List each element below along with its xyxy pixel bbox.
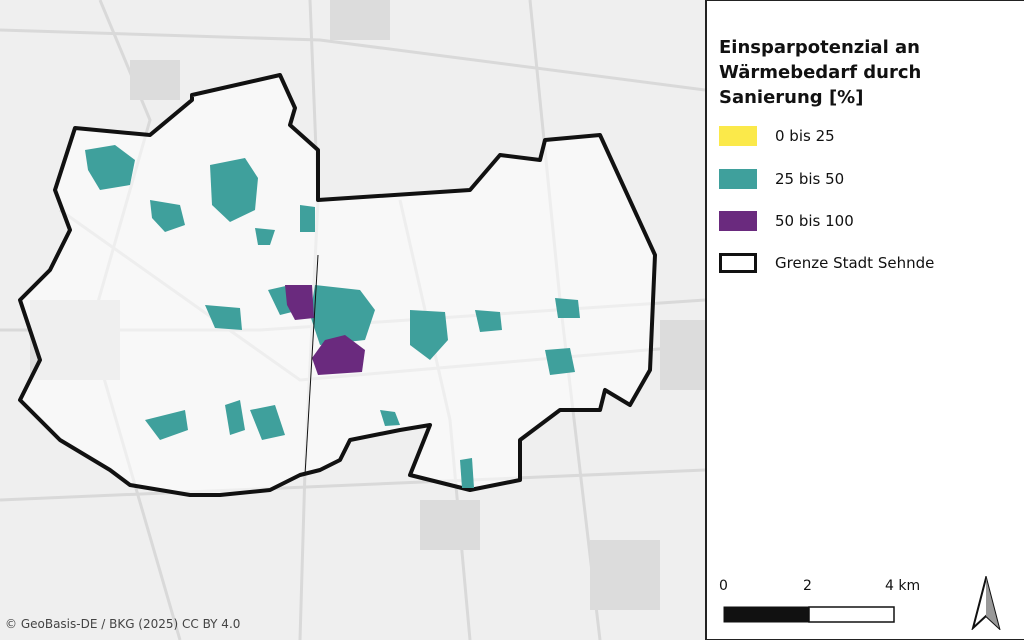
legend-label: 25 bis 50 — [775, 170, 845, 188]
scale-label: 4 km — [885, 578, 921, 594]
legend-label: 50 bis 100 — [775, 212, 854, 230]
purple-areas — [285, 285, 365, 375]
legend-panel: Einsparpotenzial an Wärmebedarf durch Sani… — [705, 0, 1024, 640]
legend-title: Wärmebedarf durch — [719, 62, 922, 83]
legend-swatch — [719, 253, 757, 273]
legend-swatch — [719, 126, 757, 146]
rail-line — [304, 254, 319, 476]
map — [0, 0, 705, 640]
legend-label: Grenze Stadt Sehnde — [775, 254, 935, 272]
attribution: © GeoBasis-DE / BKG (2025) CC BY 4.0 — [5, 617, 241, 631]
legend-label: 0 bis 25 — [775, 127, 835, 145]
legend-title: Sanierung [%] — [719, 87, 864, 108]
city-boundary — [18, 73, 657, 497]
teal-areas — [85, 145, 580, 488]
scale-label: 0 — [719, 578, 728, 594]
scale-bar — [723, 606, 895, 623]
legend-swatch — [719, 169, 757, 189]
legend-swatch — [719, 211, 757, 231]
scale-label: 2 — [803, 578, 812, 594]
legend-title: Einsparpotenzial an — [719, 37, 920, 58]
north-arrow — [971, 576, 1001, 630]
